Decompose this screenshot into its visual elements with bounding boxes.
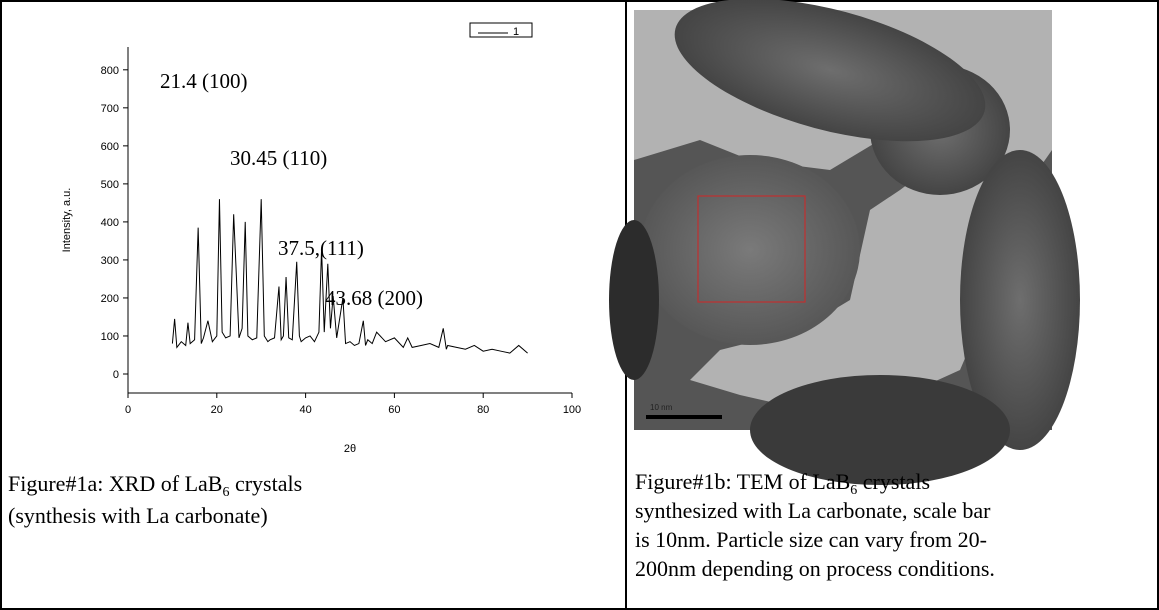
y-tick-label: 0 <box>113 369 119 381</box>
x-tick-label: 20 <box>211 404 223 416</box>
caption-text: is 10nm. Particle size can vary from 20- <box>635 527 987 552</box>
caption-text: crystals <box>229 471 302 496</box>
document: 21.4 (100) 30.45 (110) 37.5,(111) 43.68 … <box>0 0 1159 610</box>
caption-text: 6 <box>850 483 857 498</box>
particle <box>609 220 659 380</box>
caption-text: Figure#1a: XRD of LaB <box>8 471 222 496</box>
x-tick-label: 100 <box>563 404 581 416</box>
caption-line: 200nm depending on process conditions. <box>635 556 995 581</box>
tem-image: 10 nm <box>609 0 1080 485</box>
caption-line: synthesized with La carbonate, scale bar <box>635 498 991 523</box>
y-tick-label: 700 <box>101 103 119 115</box>
legend-box <box>470 23 532 37</box>
y-axis-label: Intensity, a.u. <box>61 188 73 253</box>
x-tick-label: 0 <box>125 404 131 416</box>
caption-text: crystals <box>857 469 930 494</box>
caption-line: is 10nm. Particle size can vary from 20- <box>635 527 987 552</box>
y-tick-label: 600 <box>101 141 119 153</box>
page: {"chart_data": {"type": "line", "xlabel"… <box>0 0 1159 610</box>
particle <box>640 155 860 345</box>
x-tick-label: 80 <box>477 404 489 416</box>
y-tick-label: 300 <box>101 255 119 267</box>
caption-text: 6 <box>222 485 229 500</box>
data-line <box>172 199 527 353</box>
y-tick-label: 200 <box>101 293 119 305</box>
xrd-chart: 21.4 (100) 30.45 (110) 37.5,(111) 43.68 … <box>61 23 581 455</box>
x-axis-label: 2θ <box>344 443 356 455</box>
caption-text: 200nm depending on process conditions. <box>635 556 995 581</box>
y-tick-label: 800 <box>101 65 119 77</box>
scale-label: 10 nm <box>650 403 673 412</box>
y-tick-label: 100 <box>101 331 119 343</box>
y-tick-label: 400 <box>101 217 119 229</box>
y-tick-label: 500 <box>101 179 119 191</box>
x-tick-label: 60 <box>388 404 400 416</box>
legend-label: 1 <box>513 26 519 38</box>
caption-line: Figure#1b: TEM of LaB6 crystals <box>635 469 930 498</box>
x-tick-label: 40 <box>299 404 311 416</box>
caption-text: (synthesis with La carbonate) <box>8 503 268 528</box>
caption-line: (synthesis with La carbonate) <box>8 503 268 528</box>
annotation: 30.45 (110) <box>230 146 327 170</box>
annotation: 21.4 (100) <box>160 69 248 93</box>
caption-text: Figure#1b: TEM of LaB <box>635 469 850 494</box>
annotation: 43.68 (200) <box>325 286 423 310</box>
caption-text: synthesized with La carbonate, scale bar <box>635 498 991 523</box>
caption-line: Figure#1a: XRD of LaB6 crystals <box>8 471 302 500</box>
